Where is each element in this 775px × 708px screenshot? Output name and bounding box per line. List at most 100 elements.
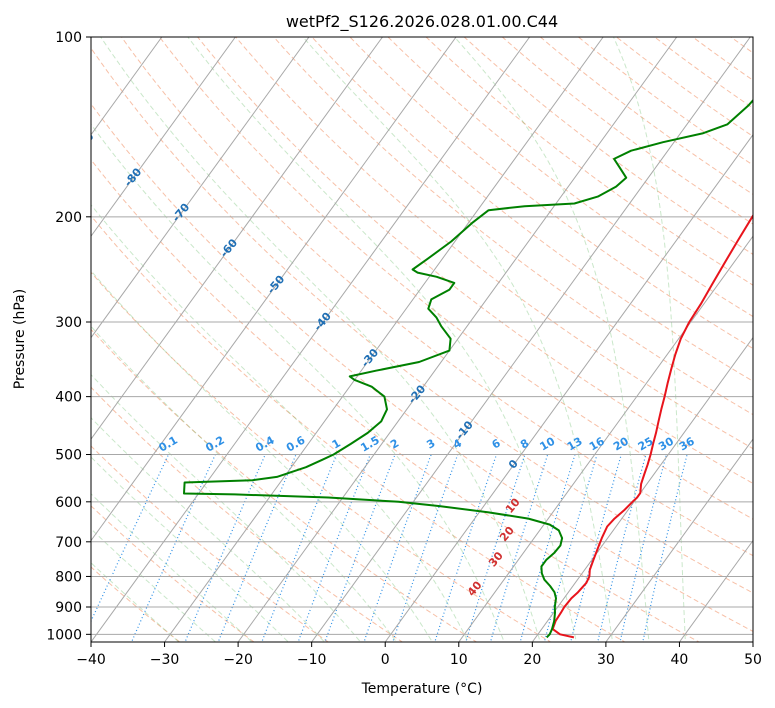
- isotherm-line: [91, 37, 383, 440]
- moist-adiabat-line: [91, 456, 290, 642]
- moist-adiabat-line: [613, 37, 686, 642]
- dry-adiabat-label: -30: [359, 346, 382, 370]
- mixing-ratio-label: 36: [677, 434, 697, 453]
- axes: −40 −30 −20 −10 0 10 20 30 40 5010009008007006005…: [46, 30, 762, 668]
- x-tick-label: 40: [671, 652, 689, 668]
- y-tick-label: 600: [55, 495, 82, 511]
- mixing-ratio-line: [519, 454, 576, 642]
- isotherm-line: [91, 37, 531, 642]
- isotherm-line: [91, 37, 457, 542]
- isotherm-line: [311, 37, 751, 642]
- mixing-ratio-label: 0.1: [157, 434, 180, 455]
- x-tick-label: 50: [744, 652, 762, 668]
- moist-adiabat-line: [91, 204, 469, 642]
- isotherm-line: [237, 37, 678, 642]
- mixing-ratio-label: 16: [587, 434, 607, 453]
- dry-adiabat-label: -40: [311, 310, 334, 334]
- isotherm-line: [91, 37, 310, 339]
- profile-lines: [183, 98, 753, 639]
- moist-adiabat-line: [100, 37, 541, 642]
- mixing-ratio-line: [619, 454, 667, 642]
- x-tick-label: −40: [76, 652, 106, 668]
- moist-adiabat-line: [91, 325, 398, 642]
- line-labels: -100-90-80-70-60-50-40-30-20-10010203040…: [25, 90, 697, 599]
- y-axis-title: Pressure (hPa): [12, 289, 28, 389]
- dry-adiabat-line: [91, 386, 404, 642]
- dry-adiabat-line: [91, 158, 701, 642]
- dry-adiabat-line: [653, 37, 753, 109]
- isotherm-line: [384, 133, 753, 642]
- mixing-ratio-label: 6: [490, 436, 503, 451]
- dry-adiabat-line: [91, 566, 181, 642]
- x-tick-label: −10: [297, 652, 327, 668]
- x-axis-title: Temperature (°C): [361, 681, 483, 697]
- dry-adiabat-label: -70: [170, 201, 193, 225]
- dry-adiabat-line: [91, 47, 753, 594]
- mixing-ratio-label: 13: [565, 435, 585, 454]
- isotherm-line: [752, 641, 753, 642]
- mixing-ratio-line: [392, 454, 459, 642]
- dry-adiabat-label: -50: [265, 273, 288, 297]
- grid-lines: [91, 37, 753, 642]
- mixing-ratio-line: [261, 454, 338, 642]
- isotherm-line: [458, 235, 753, 642]
- mixing-ratio-label: 0.4: [253, 433, 277, 454]
- dry-adiabat-line: [273, 37, 753, 416]
- moist-adiabat-line: [454, 37, 650, 642]
- moist-adiabat-line: [91, 270, 433, 642]
- dry-adiabat-line: [91, 215, 626, 642]
- isotherm-line: [531, 336, 753, 642]
- moist-adiabat-line: [91, 373, 362, 642]
- mixing-ratio-line: [130, 454, 216, 642]
- moist-adiabat-line: [91, 123, 505, 642]
- mixing-ratio-label: 10: [538, 434, 558, 453]
- dry-adiabat-label: -90: [74, 130, 97, 154]
- y-tick-label: 800: [55, 569, 82, 585]
- mixing-ratio-label: 0.2: [203, 434, 226, 455]
- dry-adiabat-label: -60: [217, 236, 240, 260]
- mixing-ratio-label: 0.6: [284, 433, 308, 454]
- dry-adiabat-line: [91, 103, 753, 632]
- mixing-ratio-line: [465, 454, 526, 642]
- mixing-ratio-line: [91, 454, 170, 623]
- dry-adiabat-label: -100: [25, 90, 53, 120]
- moist-adiabat-label: 40: [465, 578, 485, 598]
- chart-title: wetPf2_S126.2026.028.01.00.C44: [286, 12, 558, 32]
- mixing-ratio-line: [543, 454, 598, 642]
- dry-adiabat-line: [501, 37, 753, 225]
- mixing-ratio-label: 25: [636, 435, 656, 454]
- y-tick-label: 500: [55, 448, 82, 464]
- mixing-ratio-line: [642, 454, 688, 642]
- y-tick-label: 1000: [46, 627, 82, 643]
- y-tick-label: 900: [55, 600, 82, 616]
- y-tick-label: 700: [55, 535, 82, 551]
- moist-adiabat-line: [187, 37, 577, 642]
- mixing-ratio-line: [324, 454, 396, 642]
- x-tick-label: −30: [150, 652, 180, 668]
- plot-frame: [90, 36, 754, 643]
- mixing-ratio-line: [489, 454, 549, 642]
- moist-adiabat-line: [91, 493, 253, 642]
- mixing-ratio-label: 3: [424, 437, 437, 452]
- mixing-ratio-line: [217, 454, 297, 642]
- x-tick-label: 10: [450, 652, 468, 668]
- mixing-ratio-line: [597, 454, 647, 642]
- mixing-ratio-line: [297, 454, 371, 642]
- moist-adiabat-line: [302, 37, 614, 642]
- dry-adiabat-line: [387, 37, 753, 318]
- y-tick-label: 300: [55, 315, 82, 331]
- dry-adiabat-line: [691, 37, 753, 81]
- y-tick-label: 200: [55, 210, 82, 226]
- moist-adiabat-line: [91, 417, 326, 642]
- x-tick-label: −20: [223, 652, 253, 668]
- isotherm-line: [164, 37, 604, 642]
- dry-adiabat-line: [311, 37, 753, 382]
- mixing-ratio-label: 8: [518, 437, 531, 452]
- isotherm-line: [91, 37, 236, 238]
- dewpoint-series-line: [183, 98, 753, 639]
- mixing-ratio-line: [184, 454, 266, 642]
- y-tick-label: 100: [55, 30, 82, 46]
- x-tick-label: 0: [381, 652, 390, 668]
- moist-adiabat-line: [91, 528, 217, 642]
